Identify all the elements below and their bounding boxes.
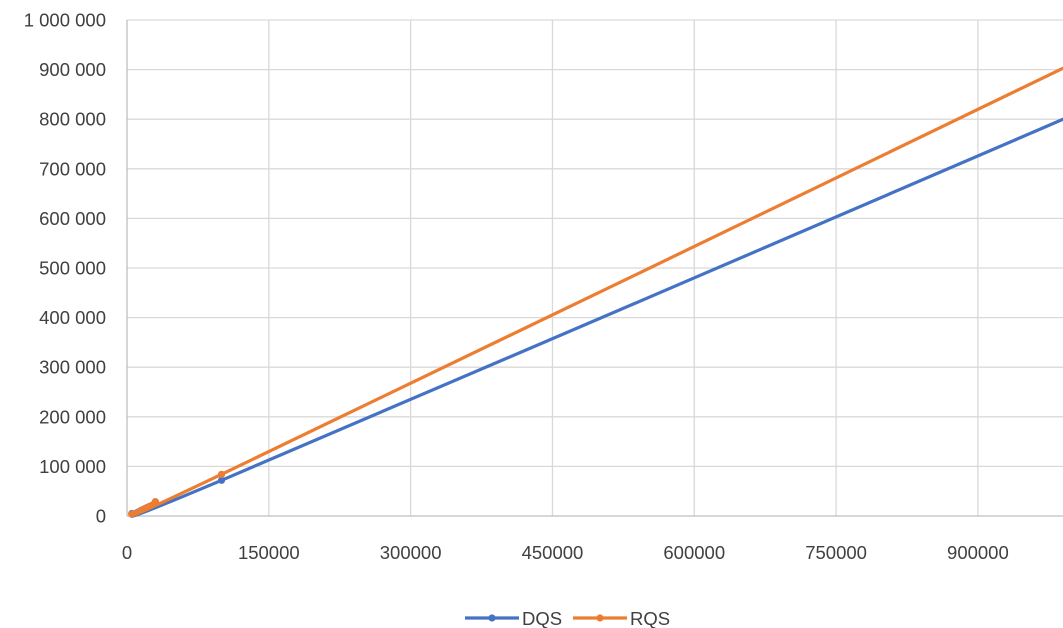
- y-tick-label: 100 000: [39, 456, 106, 477]
- series-line-dqs: [129, 117, 1063, 518]
- x-tick-label: 600000: [663, 542, 725, 563]
- x-tick-label: 750000: [805, 542, 867, 563]
- y-tick-label: 300 000: [39, 357, 106, 378]
- x-tick-label: 300000: [380, 542, 442, 563]
- y-tick-label: 1 000 000: [24, 10, 106, 31]
- legend-item-rqs: RQS: [573, 608, 670, 628]
- data-point-rqs: [217, 470, 226, 478]
- data-point-rqs: [151, 498, 159, 506]
- legend-item-dqs: DQS: [465, 608, 562, 628]
- x-tick-label: 150000: [238, 542, 300, 563]
- x-axis-tick-labels: 0 150000 300000 450000 600000 750000 900000: [122, 542, 1009, 563]
- y-tick-label: 200 000: [39, 406, 106, 427]
- y-tick-label: 500 000: [39, 258, 106, 279]
- x-tick-label: 0: [122, 542, 132, 563]
- x-tick-label: 450000: [522, 542, 584, 563]
- legend-label-rqs: RQS: [630, 608, 670, 628]
- y-tick-label: 400 000: [39, 307, 106, 328]
- y-tick-label: 700 000: [39, 158, 106, 179]
- plot-area-series: [128, 66, 1063, 518]
- x-tick-label: 900000: [947, 542, 1009, 563]
- y-tick-label: 800 000: [39, 109, 106, 130]
- legend-label-dqs: DQS: [522, 608, 562, 628]
- gridlines: [127, 19, 1063, 516]
- legend-marker-rqs: [596, 614, 604, 622]
- legend: DQS RQS: [465, 608, 670, 628]
- axes: [126, 20, 1063, 517]
- legend-marker-dqs: [488, 614, 496, 622]
- y-tick-label: 900 000: [39, 59, 106, 80]
- y-axis-tick-labels: 0 100 000 200 000 300 000 400 000 500 000 600 …: [24, 10, 106, 527]
- y-tick-label: 0: [96, 506, 106, 527]
- series-line-rqs: [129, 66, 1063, 518]
- y-tick-label: 600 000: [39, 208, 106, 229]
- series-rqs: [128, 66, 1063, 518]
- data-point-rqs: [128, 510, 136, 518]
- data-point-dqs: [217, 476, 226, 484]
